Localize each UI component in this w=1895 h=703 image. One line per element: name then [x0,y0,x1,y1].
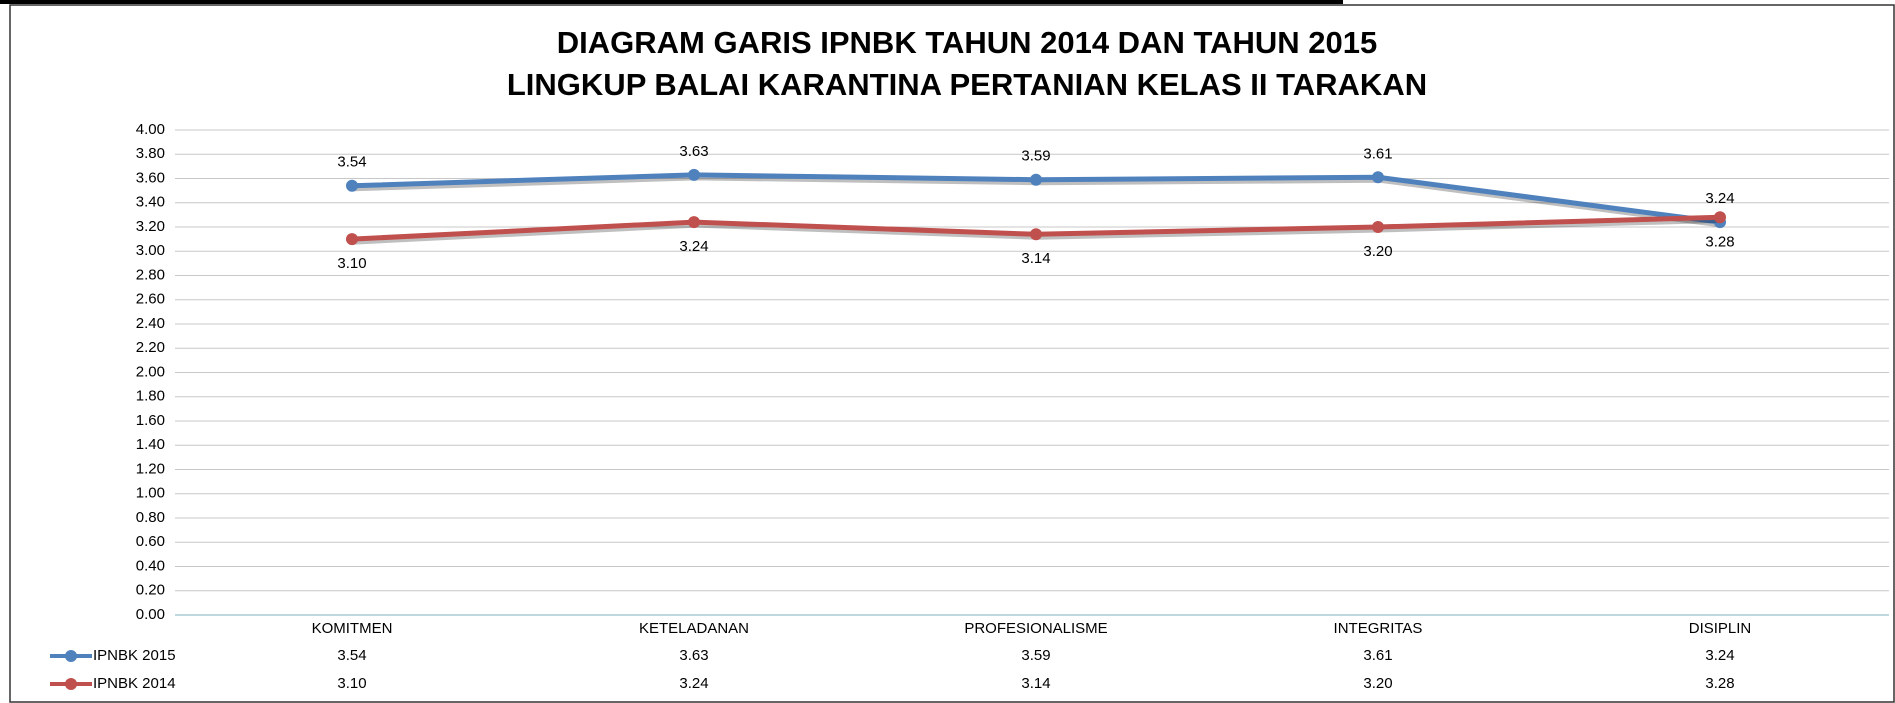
table-value: 3.14 [1021,675,1050,692]
data-label: 3.63 [679,143,708,160]
table-value: 3.24 [1705,647,1734,664]
y-tick-label: 2.60 [136,291,165,308]
y-tick-label: 0.00 [136,606,165,623]
table-value: 3.61 [1363,647,1392,664]
chart-subtitle: LINGKUP BALAI KARANTINA PERTANIAN KELAS … [507,67,1427,102]
y-tick-label: 0.60 [136,533,165,550]
x-tick-label: INTEGRITAS [1334,620,1423,637]
table-value: 3.24 [679,675,708,692]
y-tick-label: 0.20 [136,582,165,599]
y-tick-label: 3.60 [136,169,165,186]
y-tick-label: 3.20 [136,218,165,235]
table-value: 3.59 [1021,647,1050,664]
y-tick-label: 2.00 [136,363,165,380]
chart-title: DIAGRAM GARIS IPNBK TAHUN 2014 DAN TAHUN… [557,25,1377,60]
y-tick-label: 3.80 [136,145,165,162]
y-tick-label: 2.20 [136,339,165,356]
point [1030,173,1042,186]
data-label: 3.24 [679,238,708,255]
data-label: 3.20 [1363,243,1392,260]
data-label: 3.28 [1705,233,1734,250]
legend-marker [65,650,77,662]
point [346,233,358,246]
y-tick-label: 1.40 [136,436,165,453]
y-tick-label: 0.40 [136,557,165,574]
point [1372,171,1384,184]
table-value: 3.54 [337,647,366,664]
top-bar [0,0,1343,4]
legend-label: IPNBK 2014 [93,675,176,692]
y-tick-label: 1.60 [136,412,165,429]
table-value: 3.20 [1363,675,1392,692]
point [1030,228,1042,241]
point [1372,221,1384,233]
data-label: 3.14 [1021,250,1050,267]
y-tick-label: 1.80 [136,388,165,405]
data-label: 3.10 [337,255,366,272]
x-tick-label: KETELADANAN [639,620,749,637]
table-value: 3.63 [679,647,708,664]
y-tick-label: 2.80 [136,266,165,283]
y-tick-label: 1.00 [136,485,165,502]
y-tick-label: 2.40 [136,315,165,332]
point [346,179,358,192]
data-label: 3.61 [1363,145,1392,162]
table-value: 3.10 [337,675,366,692]
legend-label: IPNBK 2015 [93,647,176,664]
point [688,216,700,229]
x-tick-label: KOMITMEN [312,620,393,637]
y-tick-label: 3.00 [136,242,165,259]
point [688,168,700,181]
point [1714,211,1726,224]
y-tick-label: 0.80 [136,509,165,526]
x-tick-label: DISIPLIN [1689,620,1752,637]
data-label: 3.24 [1705,190,1734,207]
y-tick-label: 3.40 [136,194,165,211]
table-value: 3.28 [1705,675,1734,692]
chart-frame [9,4,1895,703]
data-label: 3.59 [1021,148,1050,165]
x-tick-label: PROFESIONALISME [964,620,1107,637]
y-tick-label: 1.20 [136,460,165,477]
data-label: 3.54 [337,154,366,171]
y-tick-label: 4.00 [136,121,165,138]
legend-marker [65,678,77,690]
